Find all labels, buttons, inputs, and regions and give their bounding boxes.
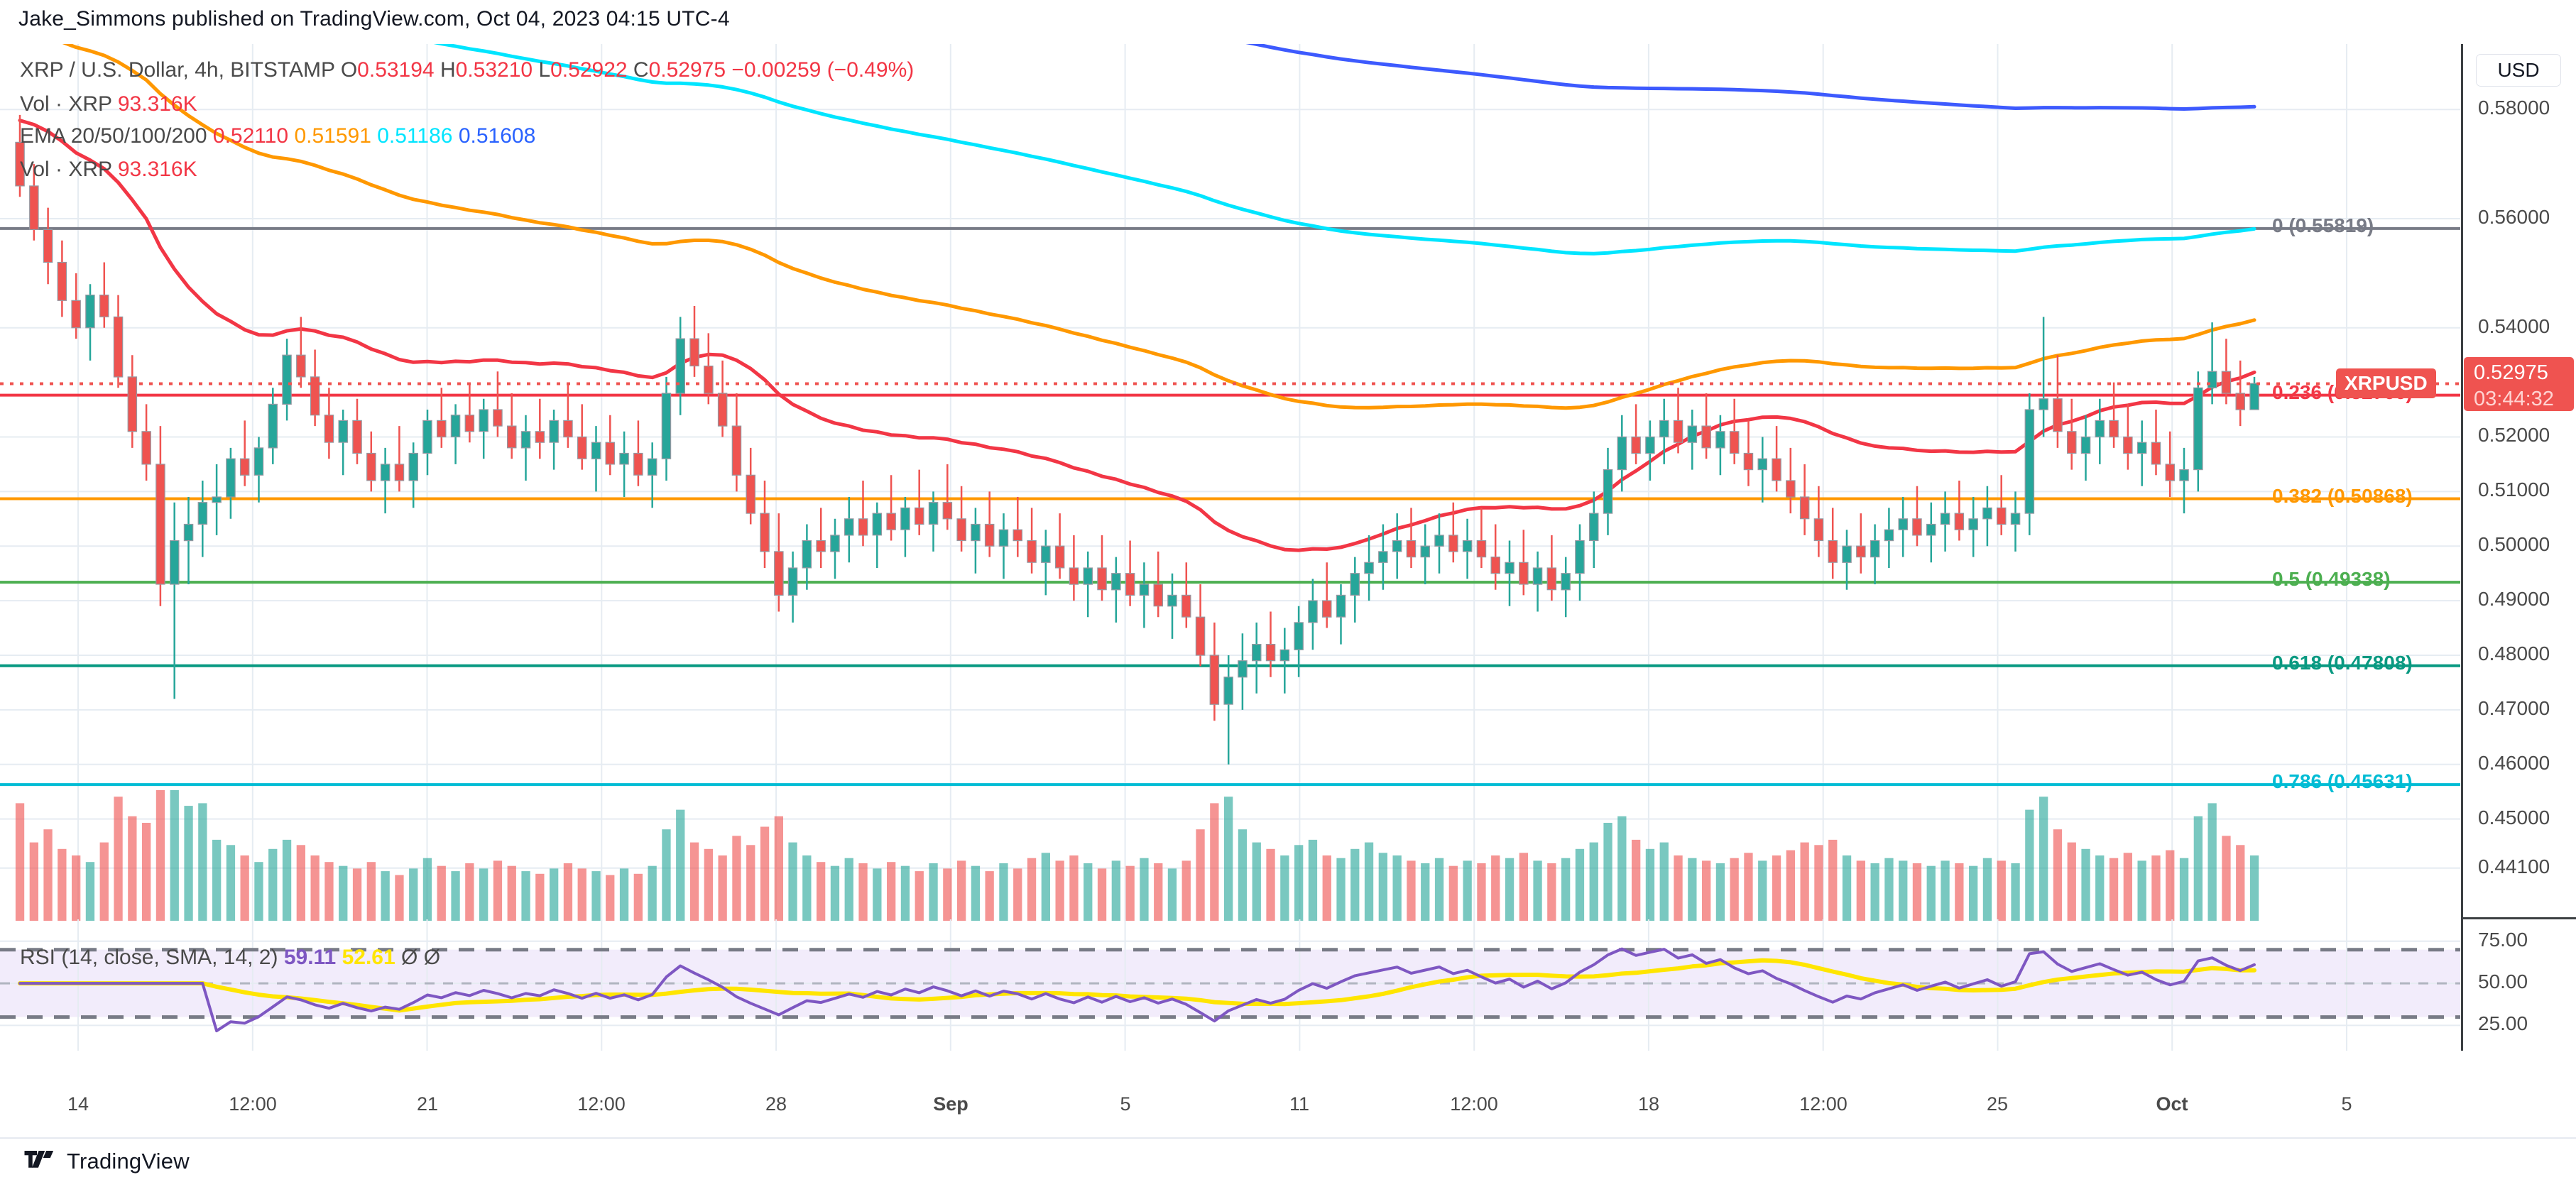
time-tick-label: Oct xyxy=(2156,1093,2188,1115)
price-tick-label: 0.47000 xyxy=(2478,696,2550,719)
ema-legend-label: EMA 20/50/100/200 xyxy=(20,124,207,148)
legend-close-value: 0.52975 xyxy=(648,58,726,82)
rsi-tick-label: 25.00 xyxy=(2478,1012,2528,1035)
time-axis-divider xyxy=(0,1137,2576,1139)
legend-change-value: −0.00259 (−0.49%) xyxy=(731,58,915,82)
legend-title: XRP / U.S. Dollar, 4h, BITSTAMP xyxy=(20,58,335,82)
rsi-value: 59.11 xyxy=(283,946,337,969)
fib-level-label: 0 (0.55819) xyxy=(2272,214,2374,236)
fib-level-label: 0.786 (0.45631) xyxy=(2272,770,2413,793)
price-tick-label: 0.48000 xyxy=(2478,642,2550,664)
axis-separator xyxy=(2461,917,2576,919)
volume-legend-label-2: Vol · XRP xyxy=(20,158,112,181)
ema200-value: 0.51608 xyxy=(458,124,536,148)
bar-countdown: 03:44:32 xyxy=(2474,387,2554,410)
time-tick-label: 12:00 xyxy=(229,1093,277,1115)
time-tick-label: 5 xyxy=(2341,1093,2352,1115)
price-tick-label: 0.45000 xyxy=(2478,806,2550,828)
tradingview-mark-icon xyxy=(24,1151,57,1172)
rsi-chart-pane[interactable] xyxy=(0,919,2460,1051)
time-tick-label: 12:00 xyxy=(1450,1093,1498,1115)
legend-low-label: L xyxy=(538,58,551,82)
time-tick-label: 28 xyxy=(765,1093,787,1115)
price-tick-label: 0.54000 xyxy=(2478,314,2550,337)
time-tick-label: Sep xyxy=(933,1093,968,1115)
time-tick-label: 18 xyxy=(1637,1093,1660,1115)
price-tick-label: 0.50000 xyxy=(2478,533,2550,556)
currency-badge[interactable]: USD xyxy=(2476,54,2561,87)
attribution-text: Jake_Simmons published on TradingView.co… xyxy=(18,7,730,31)
price-tick-label: 0.56000 xyxy=(2478,205,2550,228)
volume-legend-value: 93.316K xyxy=(117,92,197,116)
volume-legend-value-2: 93.316K xyxy=(117,158,197,181)
volume-legend-label: Vol · XRP xyxy=(20,92,112,116)
legend-open-label: O xyxy=(340,58,358,82)
price-chart-pane[interactable] xyxy=(0,44,2460,921)
time-tick-label: 21 xyxy=(416,1093,439,1115)
volume-legend-secondary[interactable]: Vol · XRP 93.316K xyxy=(20,158,197,182)
ema-legend[interactable]: EMA 20/50/100/200 0.52110 0.51591 0.5118… xyxy=(20,124,535,148)
tradingview-logo[interactable]: TradingView xyxy=(24,1149,190,1174)
price-tick-label: 0.46000 xyxy=(2478,751,2550,774)
last-price-tag[interactable]: 0.52975 03:44:32 xyxy=(2464,356,2574,411)
rsi-legend-title: RSI (14, close, SMA, 14, 2) xyxy=(20,946,278,969)
time-tick-label: 5 xyxy=(1120,1093,1131,1115)
rsi-legend[interactable]: RSI (14, close, SMA, 14, 2) 59.11 52.61 … xyxy=(20,946,440,970)
price-tick-label: 0.58000 xyxy=(2478,97,2550,119)
symbol-price-tag[interactable]: XRPUSD xyxy=(2336,368,2436,398)
symbol-legend[interactable]: XRP / U.S. Dollar, 4h, BITSTAMP O0.53194… xyxy=(20,58,914,82)
time-tick-label: 25 xyxy=(1986,1093,2009,1115)
price-chart-svg xyxy=(0,44,2460,921)
rsi-empty-1: Ø xyxy=(401,946,418,969)
last-price-value: 0.52975 xyxy=(2474,361,2548,384)
legend-open-value: 0.53194 xyxy=(357,58,435,82)
time-tick-label: 12:00 xyxy=(577,1093,626,1115)
legend-high-value: 0.53210 xyxy=(455,58,533,82)
price-axis[interactable] xyxy=(2461,44,2576,1051)
ema100-value: 0.51186 xyxy=(377,124,453,148)
rsi-empty-2: Ø xyxy=(423,946,441,969)
time-tick-label: 12:00 xyxy=(1799,1093,1848,1115)
volume-legend[interactable]: Vol · XRP 93.316K xyxy=(20,92,197,116)
ema50-value: 0.51591 xyxy=(294,124,371,148)
rsi-tick-label: 75.00 xyxy=(2478,928,2528,951)
fib-level-label: 0.382 (0.50868) xyxy=(2272,484,2413,507)
rsi-chart-svg xyxy=(0,919,2460,1051)
time-tick-label: 11 xyxy=(1289,1093,1310,1115)
fib-level-label: 0.5 (0.49338) xyxy=(2272,568,2391,591)
price-tick-label: 0.49000 xyxy=(2478,588,2550,611)
price-tick-label: 0.51000 xyxy=(2478,478,2550,501)
ema20-value: 0.52110 xyxy=(212,124,289,148)
legend-high-label: H xyxy=(440,58,456,82)
legend-low-value: 0.52922 xyxy=(550,58,628,82)
price-tick-label: 0.52000 xyxy=(2478,424,2550,447)
price-tick-label: 0.44100 xyxy=(2478,855,2550,877)
time-tick-label: 14 xyxy=(67,1093,89,1115)
rsi-sma-value: 52.61 xyxy=(342,946,395,969)
legend-close-label: C xyxy=(633,58,649,82)
rsi-tick-label: 50.00 xyxy=(2478,970,2528,993)
fib-level-label: 0.618 (0.47808) xyxy=(2272,651,2413,674)
tradingview-wordmark: TradingView xyxy=(67,1149,190,1174)
